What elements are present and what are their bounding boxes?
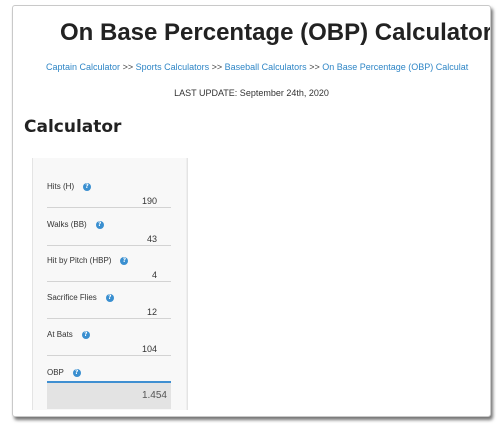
result-accent-bar [47,381,171,383]
walks-label: Walks (BB) ? [47,220,104,229]
at-bats-input[interactable] [47,343,171,356]
calculator-heading: Calculator [24,117,122,137]
walks-label-text: Walks (BB) [47,220,87,229]
sacrifice-flies-input[interactable] [47,306,171,319]
page-frame: On Base Percentage (OBP) Calculator Capt… [12,5,491,417]
obp-label-text: OBP [47,368,64,377]
sacrifice-flies-label: Sacrifice Flies ? [47,293,114,302]
help-icon[interactable]: ? [72,369,81,377]
help-icon[interactable]: ? [81,331,90,339]
help-icon[interactable]: ? [83,183,91,191]
obp-label: OBP ? [47,368,81,377]
calculator-panel: Hits (H) ? Walks (BB) ? Hit by Pitch (HB… [32,158,188,410]
breadcrumb-separator: >> [122,62,136,72]
breadcrumb-link-sports-calculators[interactable]: Sports Calculators [135,62,210,72]
breadcrumb-link-obp-calculator[interactable]: On Base Percentage (OBP) Calculat [322,62,469,72]
breadcrumb: Captain Calculator >> Sports Calculators… [46,62,468,72]
help-icon[interactable]: ? [105,294,114,302]
hits-label-text: Hits (H) [47,182,75,191]
page-title: On Base Percentage (OBP) Calculator [60,19,491,46]
obp-output: 1.454 [47,383,171,409]
hits-label: Hits (H) ? [47,182,91,191]
hbp-label-text: Hit by Pitch (HBP) [47,256,112,265]
at-bats-label-text: At Bats [47,330,73,339]
last-update-text: LAST UPDATE: September 24th, 2020 [174,88,329,98]
breadcrumb-link-baseball-calculators[interactable]: Baseball Calculators [224,62,307,72]
help-icon[interactable]: ? [120,257,129,265]
help-icon[interactable]: ? [95,221,104,229]
breadcrumb-separator: >> [309,62,323,72]
at-bats-label: At Bats ? [47,330,90,339]
breadcrumb-separator: >> [211,62,225,72]
walks-input[interactable] [47,233,171,246]
hbp-label: Hit by Pitch (HBP) ? [47,256,129,265]
sacrifice-flies-label-text: Sacrifice Flies [47,293,97,302]
hbp-input[interactable] [47,269,171,282]
hits-input[interactable] [47,195,171,208]
breadcrumb-link-captain-calculator[interactable]: Captain Calculator [46,62,121,72]
